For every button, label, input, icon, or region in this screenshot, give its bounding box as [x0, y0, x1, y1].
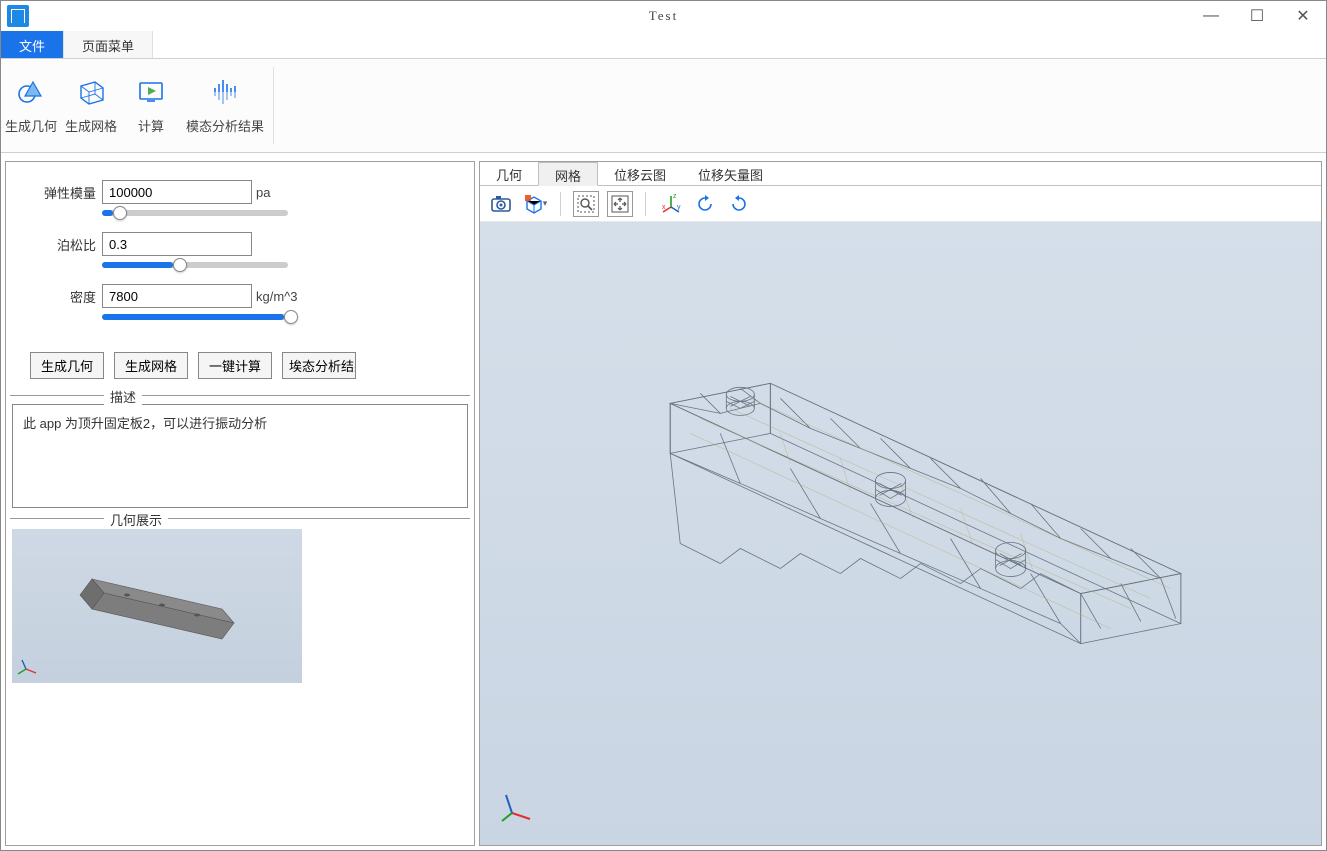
ribbon-gen-geometry[interactable]: 生成几何	[1, 59, 61, 152]
action-buttons: 生成几何 生成网格 一键计算 埃态分析结果	[6, 346, 474, 385]
parameter-block: 弹性模量 pa 泊松比	[6, 162, 474, 346]
elastic-input[interactable]	[102, 180, 252, 204]
compute-icon	[135, 76, 167, 108]
app-window: Test — ☐ ✕ 文件 页面菜单 生成几何 生成网格 计算	[0, 0, 1327, 851]
axis-triad-icon	[500, 785, 540, 825]
tab-page-menu[interactable]: 页面菜单	[64, 31, 153, 58]
description-text: 此 app 为顶升固定板2，可以进行振动分析	[12, 404, 468, 508]
main-area: 弹性模量 pa 泊松比	[1, 153, 1326, 850]
fit-icon[interactable]	[607, 191, 633, 217]
toolbar-separator	[560, 192, 561, 216]
elastic-unit: pa	[256, 185, 270, 200]
camera-icon[interactable]	[488, 191, 514, 217]
geometry-preview-legend: 几何展示	[104, 510, 168, 529]
poisson-label: 泊松比	[36, 235, 96, 254]
elastic-label: 弹性模量	[36, 183, 96, 202]
description-legend: 描述	[104, 387, 142, 406]
mesh-icon	[75, 76, 107, 108]
gen-geometry-button[interactable]: 生成几何	[30, 352, 104, 379]
view-tab-geometry[interactable]: 几何	[480, 162, 538, 185]
density-slider[interactable]	[102, 314, 288, 320]
svg-text:z: z	[673, 193, 677, 200]
ribbon-gen-mesh-label: 生成网格	[65, 116, 117, 135]
rotate-cw-icon[interactable]	[726, 191, 752, 217]
geometry-preview-group: 几何展示	[10, 518, 470, 687]
titlebar: Test — ☐ ✕	[1, 1, 1326, 31]
ribbon-gen-geometry-label: 生成几何	[5, 116, 57, 135]
left-panel: 弹性模量 pa 泊松比	[5, 161, 475, 846]
minimize-button[interactable]: —	[1188, 1, 1234, 31]
view-tabs: 几何 网格 位移云图 位移矢量图	[480, 162, 1321, 186]
maximize-button[interactable]: ☐	[1234, 1, 1280, 31]
poisson-input[interactable]	[102, 232, 252, 256]
app-icon	[7, 5, 29, 27]
ribbon-modal-results[interactable]: 模态分析结果	[181, 59, 269, 152]
right-panel: 几何 网格 位移云图 位移矢量图 ▾	[479, 161, 1322, 846]
gen-mesh-button[interactable]: 生成网格	[114, 352, 188, 379]
density-input[interactable]	[102, 284, 252, 308]
view-tab-mesh[interactable]: 网格	[538, 162, 598, 186]
ribbon: 生成几何 生成网格 计算 模态分析结果	[1, 59, 1326, 153]
ribbon-gen-mesh[interactable]: 生成网格	[61, 59, 121, 152]
close-button[interactable]: ✕	[1280, 1, 1326, 31]
ribbon-compute-label: 计算	[138, 116, 164, 135]
poisson-slider[interactable]	[102, 262, 288, 268]
geometry-preview	[12, 529, 302, 683]
window-title: Test	[649, 8, 678, 24]
toolbar-separator-2	[645, 192, 646, 216]
ribbon-modal-results-label: 模态分析结果	[186, 116, 264, 135]
density-unit: kg/m^3	[256, 289, 298, 304]
svg-text:y: y	[677, 204, 681, 211]
mesh-viewport[interactable]	[480, 222, 1321, 845]
zoom-window-icon[interactable]	[573, 191, 599, 217]
elastic-slider[interactable]	[102, 210, 288, 216]
svg-text:x: x	[662, 204, 666, 211]
description-group: 描述 此 app 为顶升固定板2，可以进行振动分析	[10, 395, 470, 508]
axes-toggle-icon[interactable]: zx y	[658, 191, 684, 217]
one-key-calc-button[interactable]: 一键计算	[198, 352, 272, 379]
geometry-icon	[15, 76, 47, 108]
modal-results-button[interactable]: 埃态分析结果	[282, 352, 356, 379]
select-cube-icon[interactable]: ▾	[522, 191, 548, 217]
view-toolbar: ▾ zx y	[480, 186, 1321, 222]
view-tab-disp-vector[interactable]: 位移矢量图	[682, 162, 779, 185]
tab-file[interactable]: 文件	[1, 31, 64, 58]
menu-tabs: 文件 页面菜单	[1, 31, 1326, 59]
ribbon-compute[interactable]: 计算	[121, 59, 181, 152]
view-tab-disp-cloud[interactable]: 位移云图	[598, 162, 682, 185]
rotate-ccw-icon[interactable]	[692, 191, 718, 217]
results-icon	[209, 76, 241, 108]
ribbon-separator	[273, 67, 274, 144]
density-label: 密度	[36, 287, 96, 306]
